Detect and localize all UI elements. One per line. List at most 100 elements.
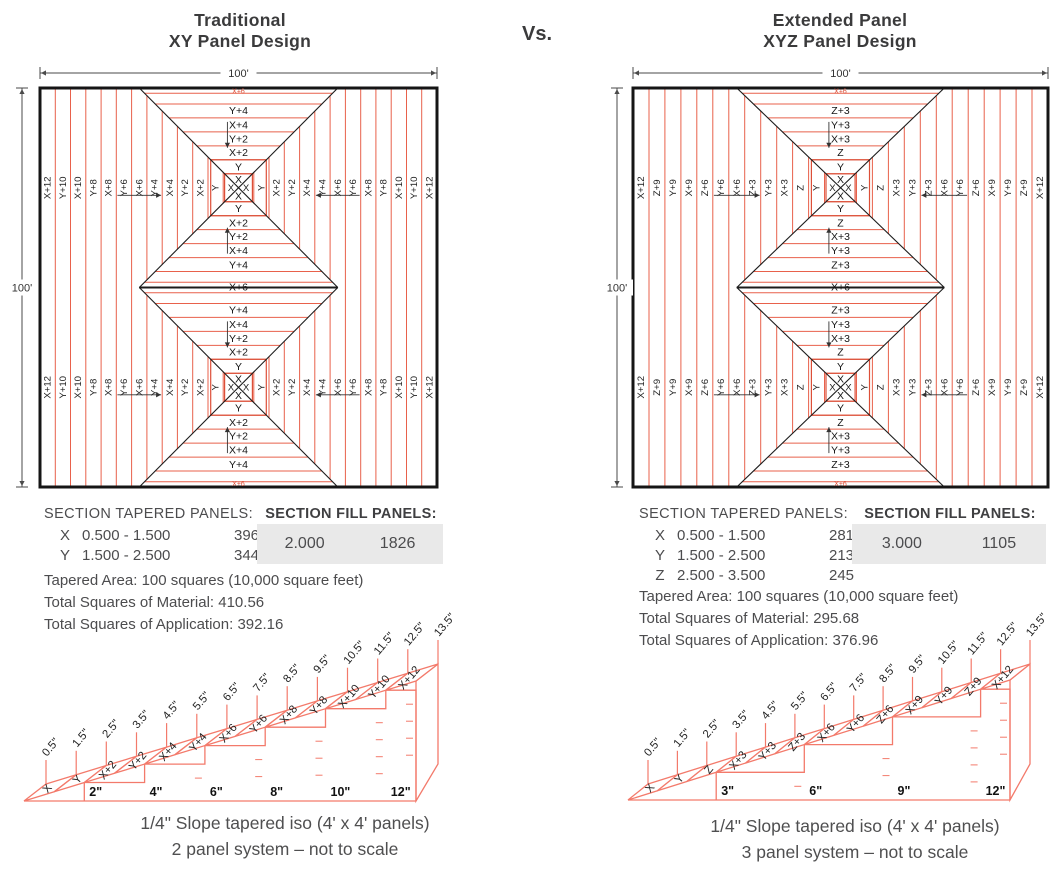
left-note-material: Total Squares of Material: 410.56 bbox=[44, 594, 265, 611]
height-tick-label: 9.5" bbox=[312, 653, 334, 676]
taper-ring-label: X bbox=[837, 390, 844, 402]
height-tick-label: 6.5" bbox=[818, 681, 840, 704]
strip-label: X+12 bbox=[43, 176, 54, 199]
strip-label: Y+10 bbox=[409, 376, 420, 399]
arrow-head-icon bbox=[156, 192, 162, 198]
taper-ring-label: Y+2 bbox=[229, 231, 248, 243]
strip-label: Y+4 bbox=[318, 178, 329, 196]
taper-ring-label: X+2 bbox=[229, 347, 248, 359]
taper-ring-label: X bbox=[837, 174, 844, 186]
left-iso-diagram: XY X+2 Y+2 X+4 Y+4 X+6 Y+6 X+8 Y+8 X+10 Y+10 X+120.… bbox=[23, 611, 458, 804]
taper-ring-label: Y bbox=[837, 361, 844, 373]
valley-lines bbox=[138, 87, 339, 488]
table-row: Y 1.500 - 2.500 344 bbox=[48, 547, 286, 564]
table-row: X 0.500 - 1.500 396 bbox=[48, 527, 286, 544]
step-depth-label: 12" bbox=[391, 785, 411, 799]
edge-ring-label-top: X+6 bbox=[232, 89, 245, 96]
strip-label: Z bbox=[875, 185, 886, 191]
drain-ring bbox=[210, 358, 267, 416]
step-depth-label: 9" bbox=[898, 784, 911, 798]
strip-label: X+2 bbox=[195, 179, 206, 196]
taper-ring-label: Y+4 bbox=[229, 259, 248, 271]
strip-label: X+4 bbox=[302, 178, 313, 196]
strip-label: Z+9 bbox=[1019, 179, 1030, 196]
left-note-application: Total Squares of Application: 392.16 bbox=[44, 616, 284, 633]
taper-ring-label: X+2 bbox=[229, 417, 248, 429]
step-depth-label: 6" bbox=[210, 785, 223, 799]
right-iso-caption-line1: 1/4" Slope tapered iso (4' x 4' panels) bbox=[710, 816, 1000, 836]
height-tick-label: 4.5" bbox=[161, 699, 183, 722]
section-count: 396 bbox=[234, 527, 260, 544]
arrow-head-icon bbox=[224, 227, 230, 233]
drain-ring bbox=[825, 173, 856, 203]
strip-label: Z+3 bbox=[923, 379, 934, 396]
slope-arrow bbox=[634, 70, 647, 76]
strip-label: Y+9 bbox=[1003, 379, 1014, 396]
height-tick-label: 13.5" bbox=[1024, 611, 1050, 639]
section-range: 2.500 - 3.500 bbox=[677, 567, 766, 584]
left-title-line1: Traditional bbox=[194, 10, 286, 30]
strip-label: X+4 bbox=[302, 378, 313, 396]
strip-label: X+12 bbox=[636, 176, 647, 199]
height-tick-label: 4.5" bbox=[760, 699, 782, 722]
height-tick-label: 0.5" bbox=[40, 736, 62, 759]
height-tick-label: 12.5" bbox=[995, 620, 1021, 648]
strip-label: X+12 bbox=[1035, 176, 1046, 199]
taper-ring-label: X+2 bbox=[229, 147, 248, 159]
left-fill-panels-header: SECTION FILL PANELS: bbox=[265, 506, 437, 522]
section-range: 1.500 - 2.500 bbox=[677, 547, 766, 564]
left-diagram-title: Traditional XY Panel Design bbox=[40, 10, 440, 52]
table-row: Z 2.500 - 3.500 245 bbox=[643, 567, 881, 584]
fill-count: 1826 bbox=[379, 535, 416, 552]
arrow-head-icon bbox=[826, 227, 832, 233]
strip-label: X+6 bbox=[732, 379, 743, 396]
height-tick-label: 10.5" bbox=[936, 639, 962, 667]
valley-lines bbox=[736, 87, 945, 488]
right-note-area: Tapered Area: 100 squares (10,000 square… bbox=[639, 588, 959, 605]
valley-line bbox=[736, 87, 945, 288]
slope-arrow bbox=[713, 392, 760, 398]
strip-label: Z+6 bbox=[971, 379, 982, 396]
strip-label: X+4 bbox=[165, 378, 176, 396]
slope-arrow bbox=[921, 192, 968, 198]
taper-ring-label: Z bbox=[837, 147, 844, 159]
taper-ring-label: Y+2 bbox=[229, 134, 248, 146]
taper-ring-label: Y+2 bbox=[229, 430, 248, 442]
strip-label: Y+6 bbox=[955, 379, 966, 396]
strip-label: Y+4 bbox=[318, 378, 329, 396]
strip-label: X+9 bbox=[987, 179, 998, 196]
strip-label: X+6 bbox=[732, 179, 743, 196]
arrow-head-icon bbox=[614, 481, 620, 486]
strip-label: Y bbox=[812, 184, 823, 191]
drain-ring bbox=[224, 372, 254, 402]
slope-arrow bbox=[1034, 70, 1047, 76]
right-note-material: Total Squares of Material: 295.68 bbox=[639, 610, 860, 627]
taper-ring-label: X+2 bbox=[229, 217, 248, 229]
arrow-head-icon bbox=[826, 142, 832, 148]
strip-label: Y+6 bbox=[119, 179, 130, 196]
strip-label: Y bbox=[256, 384, 267, 391]
right-iso-caption-line2: 3 panel system – not to scale bbox=[741, 842, 969, 862]
slope-arrow bbox=[19, 89, 25, 102]
strip-label: X+8 bbox=[104, 179, 115, 196]
height-tick-label: 0.5" bbox=[642, 736, 664, 759]
vs-label: Vs. bbox=[521, 23, 553, 45]
strip-label: X+6 bbox=[333, 179, 344, 196]
width-dim-label: 100' bbox=[830, 68, 850, 80]
strip-label: X+8 bbox=[363, 179, 374, 196]
strip-label: X+6 bbox=[939, 379, 950, 396]
strip-label: X bbox=[829, 382, 836, 393]
strip-label: X+12 bbox=[43, 376, 54, 399]
slope-arrow bbox=[19, 473, 25, 486]
valley-line bbox=[138, 287, 339, 488]
height-tick-label: 8.5" bbox=[281, 662, 303, 685]
strip-label: X bbox=[243, 183, 250, 194]
taper-ring-label: X bbox=[837, 191, 844, 203]
strip-label: Y+2 bbox=[180, 379, 191, 396]
taper-ring-label: X+4 bbox=[229, 120, 248, 132]
strip-label: Z+3 bbox=[748, 179, 759, 196]
edge-ring-label-bottom: X+6 bbox=[834, 481, 847, 488]
right-diagram-title: Extended Panel XYZ Panel Design bbox=[630, 10, 1050, 52]
strip-label: Y+6 bbox=[716, 379, 727, 396]
